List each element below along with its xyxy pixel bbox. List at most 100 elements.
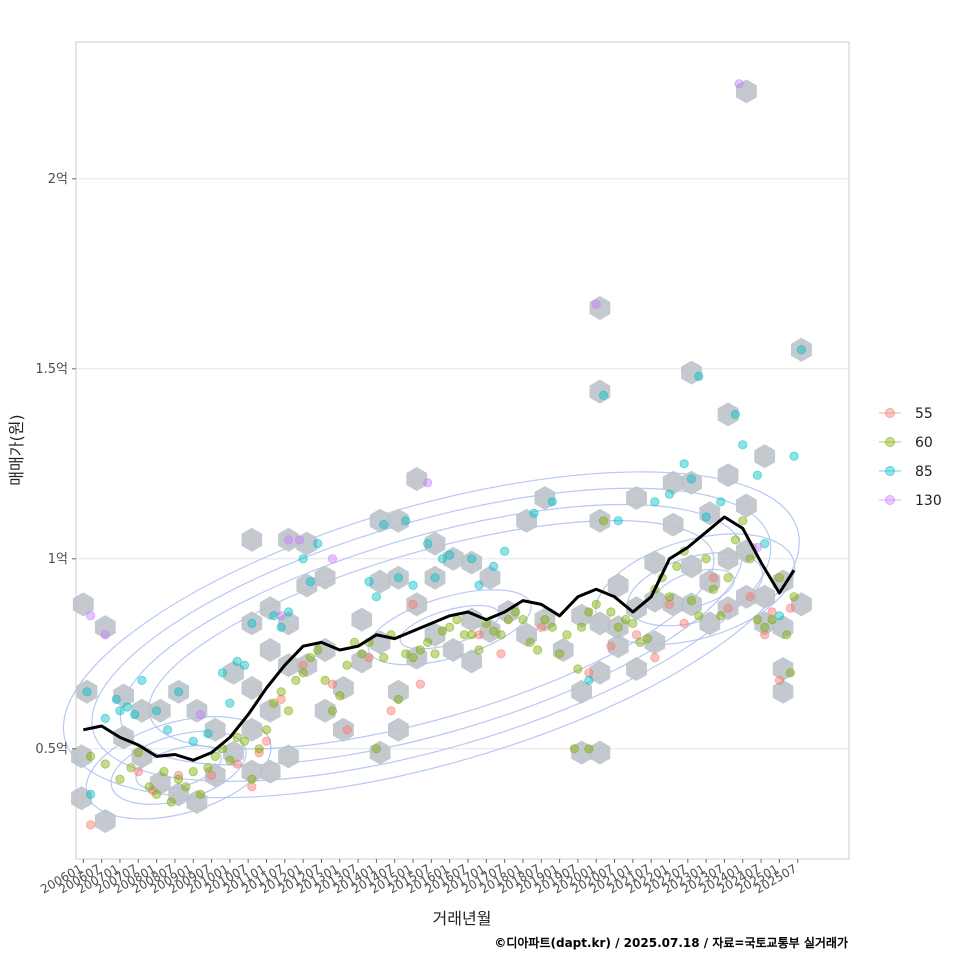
hex-bin xyxy=(406,592,428,617)
scatter-point-60 xyxy=(437,626,447,636)
legend-label-55: 55 xyxy=(915,406,933,422)
hex-bin xyxy=(333,717,354,742)
scatter-point-130 xyxy=(423,478,433,488)
hex-bin xyxy=(424,622,446,647)
scatter-point-85 xyxy=(283,607,294,617)
hex-bin xyxy=(94,615,116,640)
scatter-point-60 xyxy=(573,664,583,674)
hex-bin xyxy=(76,679,98,704)
hex-bin xyxy=(626,486,647,510)
scatter-point-55 xyxy=(496,649,506,659)
scatter-point-85 xyxy=(313,538,323,549)
hex-bin xyxy=(241,611,263,636)
hex-bin xyxy=(791,592,812,617)
scatter-point-60 xyxy=(269,698,279,708)
scatter-point-130 xyxy=(283,535,294,545)
hex-bin xyxy=(186,698,208,723)
scatter-point-85 xyxy=(774,611,784,621)
y-axis-ticks: 0.5억 1억 1.5억 2억 xyxy=(35,172,76,757)
scatter-point-55 xyxy=(364,652,374,663)
hex-bin xyxy=(717,596,739,621)
scatter-point-85 xyxy=(122,702,132,712)
hex-bin xyxy=(351,649,373,674)
scatter-point-60 xyxy=(752,614,763,625)
scatter-point-60 xyxy=(342,660,352,670)
scatter-point-60 xyxy=(210,751,220,762)
hex-bin xyxy=(699,611,721,636)
hex-bin xyxy=(589,740,611,765)
scatter-point-55 xyxy=(584,668,594,678)
scatter-point-55 xyxy=(86,820,96,830)
scatter-point-60 xyxy=(86,751,96,762)
scatter-point-60 xyxy=(686,595,697,606)
scatter-point-85 xyxy=(364,576,374,587)
scatter-point-85 xyxy=(437,554,447,564)
scatter-point-60 xyxy=(547,622,557,632)
hex-bin xyxy=(314,565,336,590)
legend-key-130 xyxy=(885,495,895,505)
scatter-point-60 xyxy=(126,763,136,773)
scatter-point-60 xyxy=(166,797,176,807)
scatter-point-85 xyxy=(730,409,741,419)
scatter-point-85 xyxy=(305,576,316,587)
scatter-point-60 xyxy=(305,652,316,663)
scatter-point-60 xyxy=(503,614,513,625)
scatter-point-55 xyxy=(723,603,733,613)
scatter-point-60 xyxy=(628,618,638,629)
scatter-point-60 xyxy=(100,759,110,769)
scatter-point-60 xyxy=(371,744,382,754)
plot-panel xyxy=(75,41,850,860)
scatter-point-55 xyxy=(767,607,777,617)
scatter-point-85 xyxy=(401,516,411,526)
scatter-point-55 xyxy=(650,652,660,663)
scatter-point-85 xyxy=(115,706,125,716)
scatter-point-60 xyxy=(642,633,653,644)
hex-bin xyxy=(754,584,776,609)
scatter-point-85 xyxy=(137,675,147,686)
scatter-point-60 xyxy=(738,516,748,526)
hex-bins xyxy=(71,79,812,833)
scatter-point-60 xyxy=(423,637,433,648)
hex-bin xyxy=(241,527,263,552)
hex-bin xyxy=(662,470,684,495)
scatter-point-60 xyxy=(785,668,795,678)
y-tick-label: 1.5억 xyxy=(35,362,68,377)
scatter-point-60 xyxy=(540,614,550,625)
hex-bin xyxy=(241,717,263,742)
hex-bin xyxy=(424,531,446,556)
legend-label-85: 85 xyxy=(915,464,933,480)
hex-bin xyxy=(571,679,592,704)
hex-bin xyxy=(772,657,794,681)
scatter-point-60 xyxy=(782,630,792,640)
scatter-point-85 xyxy=(686,474,697,484)
scatter-point-85 xyxy=(203,728,213,739)
hex-bin xyxy=(681,554,702,579)
scatter-point-85 xyxy=(430,573,440,583)
hex-bin xyxy=(644,588,666,613)
hex-bin xyxy=(571,740,592,765)
trend-line xyxy=(82,515,796,762)
hex-bin xyxy=(717,402,739,427)
hex-bin xyxy=(223,660,244,685)
scatter-point-60 xyxy=(393,694,403,705)
legend-label-130: 130 xyxy=(915,493,942,509)
hex-bin xyxy=(259,596,281,621)
scatter-points xyxy=(82,79,806,830)
y-tick-label: 0.5억 xyxy=(35,742,68,757)
scatter-point-60 xyxy=(533,645,543,655)
scatter-point-130 xyxy=(86,611,96,621)
hex-bin xyxy=(589,296,611,320)
hex-bin xyxy=(314,698,336,723)
scatter-point-85 xyxy=(613,516,623,526)
scatter-point-60 xyxy=(694,611,704,621)
hex-bin xyxy=(717,463,739,488)
scatter-point-60 xyxy=(379,652,389,663)
hex-bin xyxy=(589,611,611,636)
hex-bin xyxy=(571,603,592,628)
scatter-point-60 xyxy=(225,755,235,765)
scatter-point-85 xyxy=(130,709,140,720)
scatter-point-55 xyxy=(536,622,546,632)
scatter-point-60 xyxy=(115,774,125,784)
scatter-point-60 xyxy=(415,645,425,655)
